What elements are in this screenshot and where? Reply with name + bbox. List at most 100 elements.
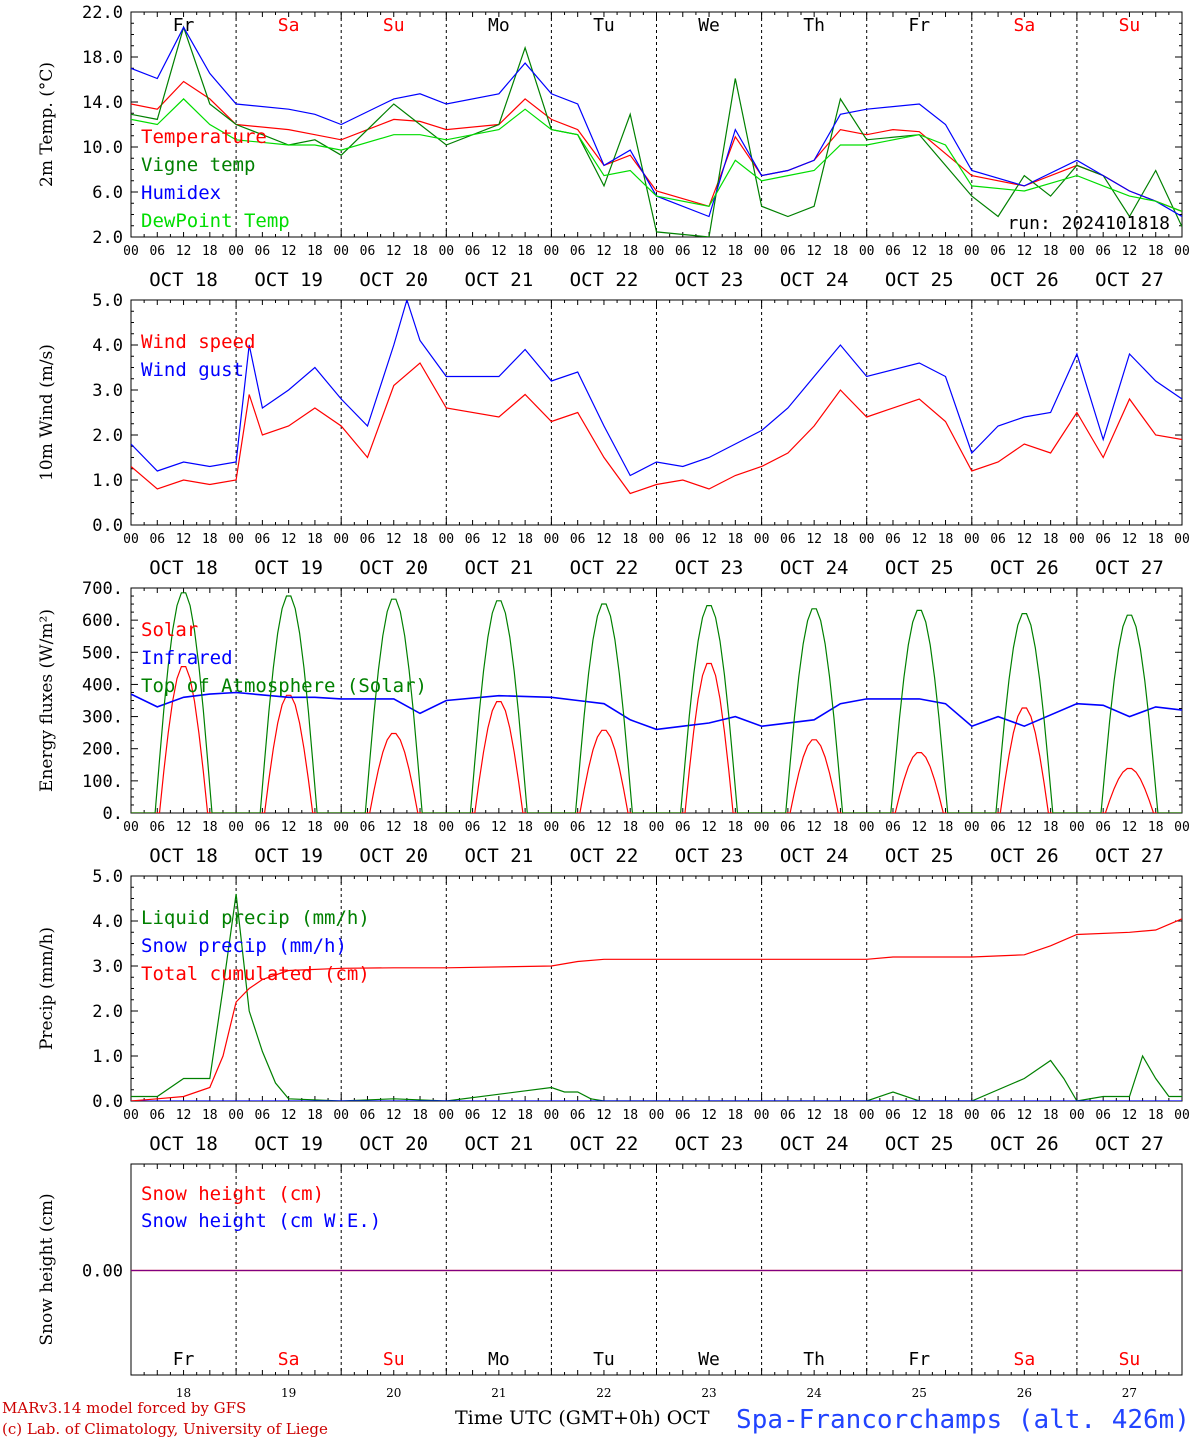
x-tick-label: 12 [596, 1108, 612, 1123]
x-tick-label: 12 [1122, 244, 1138, 259]
date-label: OCT 22 [570, 557, 639, 579]
x-tick-label: 00 [859, 1108, 875, 1123]
x-tick-label: 18 [1043, 1108, 1059, 1123]
plot-frame [130, 11, 1183, 238]
x-tick-label: 00 [964, 820, 980, 835]
day-number: 20 [386, 1386, 401, 1400]
y-tick-label: 0. [103, 804, 123, 824]
legend-entry: Snow height (cm W.E.) [141, 1210, 381, 1232]
x-tick-label: 18 [1148, 820, 1164, 835]
x-tick-label: 12 [176, 1108, 192, 1123]
x-tick-label: 12 [281, 532, 297, 547]
date-label: OCT 27 [1095, 1133, 1164, 1155]
x-tick-label: 12 [386, 1108, 402, 1123]
x-tick-label: 00 [544, 532, 560, 547]
date-label: OCT 22 [570, 269, 639, 291]
x-tick-label: 06 [465, 1108, 481, 1123]
weekday-label: Mo [488, 15, 510, 36]
x-tick-label: 00 [859, 820, 875, 835]
x-tick-label: 18 [412, 1108, 428, 1123]
x-tick-label: 06 [885, 532, 901, 547]
x-tick-label: 06 [990, 1108, 1006, 1123]
y-tick-label: 500. [82, 643, 123, 663]
date-label: OCT 20 [359, 845, 428, 867]
panels: 00 06 12 18 00 06 12 18 00 06 12 18 00 06 12 18 00 06 12 18… [37, 3, 1190, 1400]
x-tick-label: 00 [964, 244, 980, 259]
x-tick-label: 00 [438, 532, 454, 547]
x-tick-label: 12 [701, 1108, 717, 1123]
legend-entry: Infrared [141, 647, 233, 669]
series-line [131, 300, 1182, 477]
legend-entry: Humidex [141, 182, 221, 204]
x-tick-label: 00 [649, 1108, 665, 1123]
x-tick-label: 06 [675, 532, 691, 547]
x-tick-label: 18 [1148, 1108, 1164, 1123]
weekday-label: Su [1119, 15, 1141, 36]
y-tick-label: 400. [82, 675, 123, 695]
x-tick-label: 06 [360, 532, 376, 547]
weekday-label: Sa [278, 15, 300, 36]
date-label: OCT 19 [254, 557, 323, 579]
y-tick-label: 1.0 [92, 471, 123, 491]
x-tick-label: 12 [386, 244, 402, 259]
x-tick-label: 18 [517, 532, 533, 547]
y-tick-label: 3.0 [92, 957, 123, 977]
date-label: OCT 18 [149, 557, 218, 579]
panel-4: 00 06 12 18 00 06 12 18 00 06 12 18 00 06 12 18 00 06 12 18… [37, 867, 1190, 1155]
x-tick-label: 18 [307, 532, 323, 547]
date-label: OCT 20 [359, 269, 428, 291]
x-tick-label: 00 [228, 820, 244, 835]
x-tick-label: 06 [360, 1108, 376, 1123]
panel-2: 00 06 12 18 00 06 12 18 00 06 12 18 00 06 12 18 00 06 12 18… [37, 291, 1190, 579]
y-tick-label: 600. [82, 611, 123, 631]
y-tick-label: 14.0 [82, 93, 123, 113]
x-tick-label: 06 [780, 820, 796, 835]
y-tick-label: 3.0 [92, 381, 123, 401]
footer: MARv3.14 model forced by GFS (c) Lab. of… [2, 1399, 1190, 1438]
x-tick-label: 00 [964, 532, 980, 547]
date-label: OCT 19 [254, 845, 323, 867]
series-group [131, 592, 1182, 813]
series-line [131, 893, 1182, 1101]
x-tick-label: 18 [938, 244, 954, 259]
legend-entry: Solar [141, 619, 198, 641]
date-label: OCT 24 [780, 1133, 849, 1155]
x-tick-label: 00 [228, 1108, 244, 1123]
x-tick-label: 18 [517, 244, 533, 259]
legend-entry: Wind speed [141, 331, 255, 353]
x-tick-label: 18 [307, 820, 323, 835]
x-tick-label: 00 [649, 244, 665, 259]
date-label: OCT 25 [885, 845, 954, 867]
x-tick-label: 12 [701, 532, 717, 547]
series-line [131, 691, 1182, 731]
x-tick-label: 00 [123, 1108, 139, 1123]
x-tick-label: 18 [307, 1108, 323, 1123]
x-tick-label: 00 [438, 244, 454, 259]
x-tick-label: 18 [202, 532, 218, 547]
weekday-label: Sa [1014, 15, 1036, 36]
date-label: OCT 20 [359, 1133, 428, 1155]
x-tick-label: 06 [675, 820, 691, 835]
y-tick-label: 4.0 [92, 336, 123, 356]
weekday-label: Th [803, 1349, 825, 1370]
x-tick-label: 18 [727, 820, 743, 835]
x-tick-label: 12 [386, 532, 402, 547]
date-label: OCT 27 [1095, 269, 1164, 291]
series-line [131, 98, 1182, 212]
x-tick-label: 12 [176, 820, 192, 835]
x-tick-label: 00 [859, 244, 875, 259]
x-tick-label: 18 [622, 1108, 638, 1123]
x-tick-label: 12 [911, 820, 927, 835]
x-tick-label: 06 [570, 244, 586, 259]
plot-frame [130, 299, 1183, 526]
x-tick-label: 18 [1043, 820, 1059, 835]
x-tick-label: 18 [1148, 244, 1164, 259]
y-axis-label: Precip (mm/h) [37, 927, 57, 1050]
x-tick-label: 18 [622, 244, 638, 259]
x-tick-label: 12 [281, 820, 297, 835]
date-label: OCT 21 [465, 557, 534, 579]
date-label: OCT 23 [675, 1133, 744, 1155]
y-tick-label: 5.0 [92, 291, 123, 311]
x-tick-label: 18 [202, 244, 218, 259]
x-tick-label: 00 [544, 820, 560, 835]
